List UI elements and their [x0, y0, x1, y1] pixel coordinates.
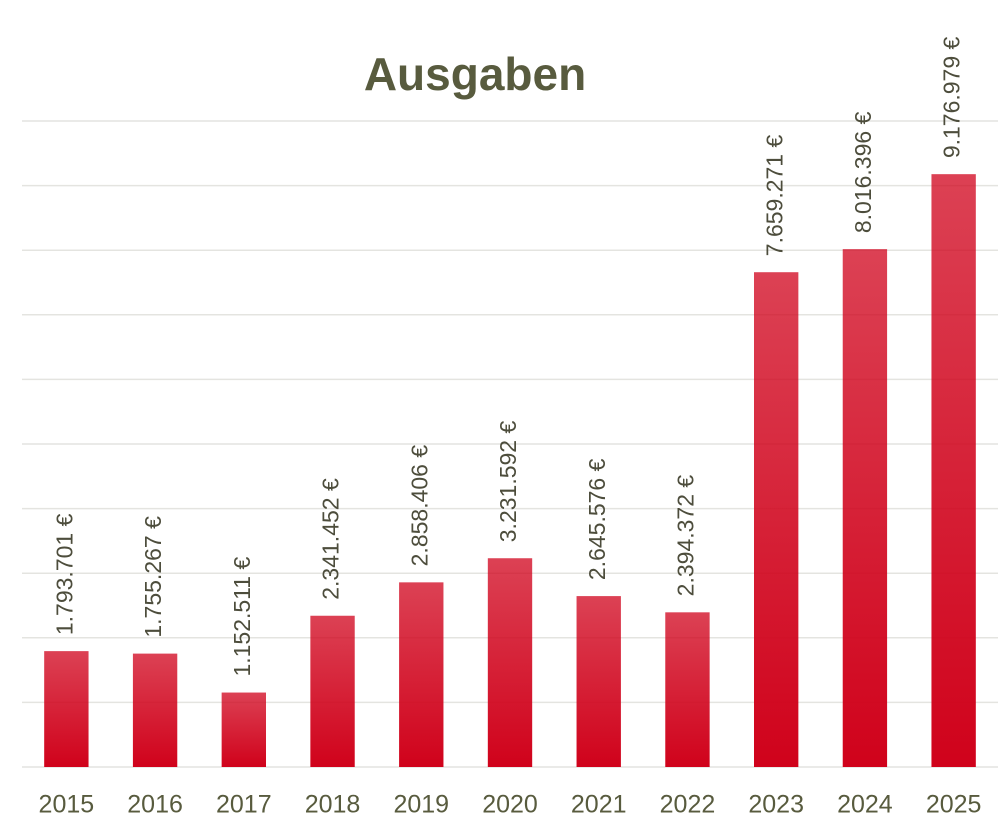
x-tick-label: 2016 — [127, 791, 183, 819]
x-tick-label: 2024 — [837, 791, 893, 819]
bar — [132, 653, 178, 767]
x-tick-label: 2023 — [748, 791, 804, 819]
bar — [44, 651, 89, 767]
value-label: 3.231.592 € — [495, 421, 521, 543]
x-tick-label: 2025 — [926, 791, 982, 819]
x-tick-label: 2020 — [482, 791, 538, 819]
x-tick-label: 2015 — [39, 791, 95, 819]
value-label: 1.793.701 € — [51, 513, 77, 635]
value-label: 2.858.406 € — [406, 445, 432, 567]
bar — [576, 596, 621, 767]
bar — [399, 582, 444, 767]
value-label: 2.645.576 € — [584, 458, 610, 580]
bar — [754, 272, 799, 767]
x-tick-label: 2022 — [660, 791, 716, 819]
bar — [665, 612, 710, 767]
chart-title: Ausgaben — [364, 48, 586, 100]
x-tick-label: 2021 — [571, 791, 627, 819]
bar — [931, 174, 976, 767]
bar — [310, 615, 355, 767]
value-label: 8.016.396 € — [850, 111, 876, 233]
value-label: 2.394.372 € — [673, 475, 699, 597]
x-tick-label: 2019 — [393, 791, 449, 819]
bar — [842, 249, 888, 768]
value-label: 1.755.267 € — [140, 516, 166, 638]
value-label: 1.152.511 € — [229, 557, 255, 677]
value-label: 9.176.979 € — [939, 36, 965, 158]
x-tick-label: 2017 — [216, 791, 272, 819]
bar — [487, 558, 533, 767]
x-tick-label: 2018 — [305, 791, 361, 819]
bar — [221, 692, 266, 767]
value-label: 7.659.271 € — [761, 135, 787, 257]
value-label: 2.341.452 € — [318, 478, 344, 600]
